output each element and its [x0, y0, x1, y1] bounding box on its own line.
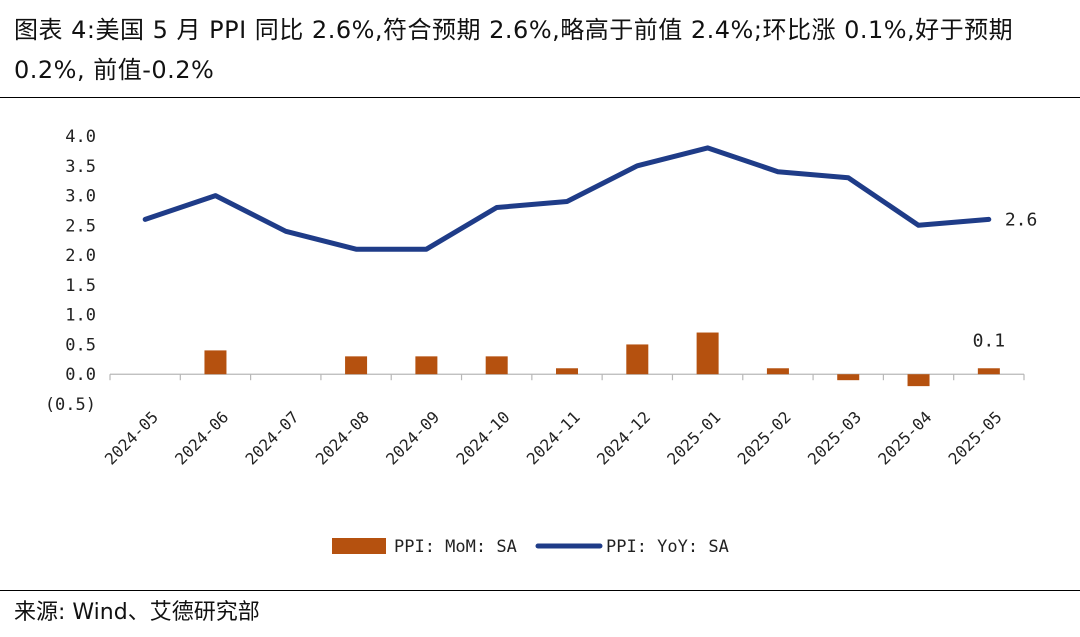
- source-note: 来源: Wind、艾德研究部: [14, 600, 260, 625]
- x-tick-label: 2024-12: [593, 407, 654, 468]
- data-labels: 2.6 0.1: [973, 209, 1038, 351]
- bar-mom: [415, 356, 438, 375]
- y-tick-label: 4.0: [65, 127, 96, 147]
- x-axis: 2024-05 2024-06 2024-07 2024-08 2024-09 2024-…: [101, 373, 1025, 469]
- data-label: 0.1: [973, 330, 1006, 351]
- bottom-rule: [0, 590, 1080, 591]
- bar-mom: [837, 374, 860, 381]
- bar-mom: [204, 350, 227, 375]
- chart: 4.0 3.5 3.0 2.5 2.0 1.5 1.0 0.5 0.0 (0.5) 2024-05…: [45, 127, 1038, 557]
- bar-mom: [696, 332, 719, 375]
- bar-mom: [626, 344, 649, 375]
- x-tick-label: 2024-10: [452, 407, 513, 468]
- x-tick-label: 2025-04: [874, 407, 935, 468]
- x-tick-label: 2025-05: [945, 407, 1006, 468]
- x-tick-label: 2024-06: [171, 407, 232, 468]
- bar-mom: [485, 356, 508, 375]
- y-tick-label: (0.5): [45, 395, 96, 415]
- y-tick-label: 2.5: [65, 216, 96, 236]
- x-tick-label: 2024-08: [312, 407, 373, 468]
- y-axis: 4.0 3.5 3.0 2.5 2.0 1.5 1.0 0.5 0.0 (0.5): [45, 127, 96, 415]
- chart-title: 图表 4:美国 5 月 PPI 同比 2.6%,符合预期 2.6%,略高于前值 …: [14, 16, 1014, 84]
- x-tick-label: 2024-07: [241, 407, 302, 468]
- y-tick-label: 1.5: [65, 276, 96, 296]
- y-tick-label: 0.0: [65, 365, 96, 385]
- legend-label-yoy: PPI: YoY: SA: [606, 537, 729, 557]
- bar-mom: [345, 356, 368, 375]
- y-tick-label: 1.0: [65, 306, 96, 326]
- bar-mom: [556, 368, 578, 375]
- line-yoy: [142, 145, 992, 252]
- x-tick-label: 2024-09: [382, 407, 443, 468]
- data-label: 2.6: [1005, 209, 1038, 230]
- x-tick-label: 2025-02: [734, 407, 795, 468]
- bar-mom: [977, 368, 1000, 375]
- x-tick-label: 2024-11: [523, 407, 584, 468]
- y-tick-label: 0.5: [65, 335, 96, 355]
- y-tick-label: 3.0: [65, 187, 96, 207]
- x-tick-label: 2024-05: [101, 407, 162, 468]
- y-tick-label: 2.0: [65, 246, 96, 266]
- x-tick-label: 2025-03: [804, 407, 865, 468]
- bar-series-mom: [204, 332, 1000, 387]
- top-rule: [0, 97, 1080, 98]
- legend-label-mom: PPI: MoM: SA: [394, 537, 517, 557]
- x-tick-label: 2025-01: [663, 407, 724, 468]
- legend-swatch-mom: [332, 538, 386, 554]
- bar-mom: [766, 368, 789, 375]
- legend: PPI: MoM: SA PPI: YoY: SA: [332, 537, 729, 557]
- y-tick-label: 3.5: [65, 157, 96, 177]
- line-series-yoy: [142, 145, 992, 252]
- bar-mom: [907, 374, 930, 387]
